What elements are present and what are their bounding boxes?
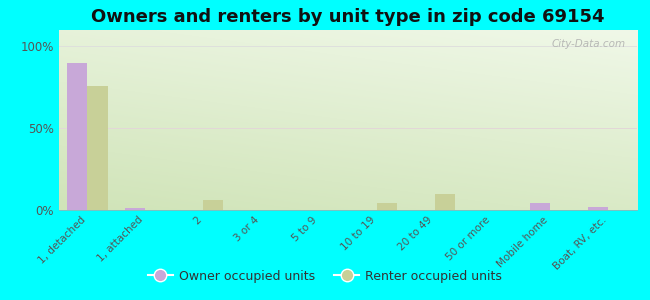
Bar: [203, 200, 224, 210]
Text: City-Data.com: City-Data.com: [551, 39, 625, 49]
Bar: [67, 63, 87, 210]
Title: Owners and renters by unit type in zip code 69154: Owners and renters by unit type in zip c…: [91, 8, 604, 26]
Bar: [530, 203, 550, 210]
Bar: [435, 194, 455, 210]
Bar: [377, 203, 397, 210]
Bar: [125, 208, 146, 210]
Bar: [87, 85, 108, 210]
Legend: Owner occupied units, Renter occupied units: Owner occupied units, Renter occupied un…: [143, 265, 507, 288]
Bar: [588, 207, 608, 210]
